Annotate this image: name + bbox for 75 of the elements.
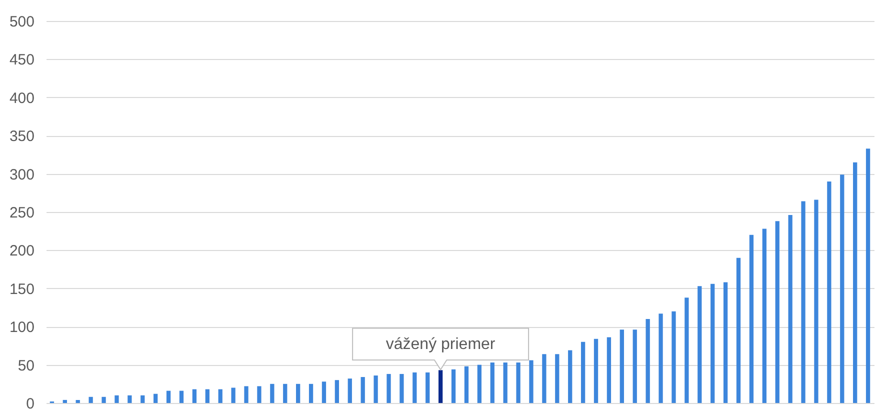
bar <box>438 370 443 403</box>
bar <box>257 386 262 403</box>
bar <box>606 337 612 403</box>
y-tick-label: 150 <box>9 280 34 298</box>
annotation: vážený priemer <box>386 336 496 354</box>
bar <box>723 282 728 403</box>
bar <box>555 354 560 403</box>
bar <box>853 162 858 403</box>
bar <box>374 375 378 403</box>
y-tick-label: 400 <box>9 90 34 107</box>
bar <box>128 395 132 403</box>
bar <box>827 181 832 403</box>
y-tick-label: 50 <box>18 357 34 374</box>
bar <box>632 330 637 403</box>
bar <box>166 390 171 403</box>
bar <box>231 388 236 403</box>
bar <box>348 378 352 403</box>
bar <box>334 380 340 403</box>
bar <box>646 318 650 403</box>
bar <box>76 400 80 403</box>
bar <box>762 228 766 403</box>
bar <box>218 389 222 403</box>
bar <box>192 389 197 403</box>
bar <box>451 369 456 403</box>
bar <box>866 148 870 403</box>
bar <box>710 284 715 403</box>
bar <box>244 386 248 403</box>
bar <box>88 396 93 403</box>
bar <box>620 330 624 403</box>
bar <box>296 384 300 403</box>
bar <box>568 350 572 403</box>
bar <box>114 395 119 403</box>
bar <box>658 314 663 403</box>
bar <box>426 372 430 403</box>
bar <box>62 400 67 403</box>
y-tick-label: 200 <box>9 242 34 260</box>
bar <box>400 374 404 403</box>
bar <box>179 390 184 403</box>
bar <box>490 362 494 403</box>
y-tick-label: 100 <box>9 319 34 336</box>
bar <box>503 362 508 403</box>
bar <box>542 354 546 403</box>
bar <box>386 374 391 403</box>
y-tick-label: 300 <box>9 166 34 184</box>
bar <box>775 221 780 403</box>
y-tick-label: 500 <box>9 14 34 30</box>
bar <box>684 298 689 403</box>
bar <box>205 389 210 403</box>
bar <box>749 234 754 403</box>
bar <box>580 342 586 403</box>
bar <box>788 215 792 403</box>
bar <box>672 311 676 403</box>
bar <box>814 200 818 403</box>
bar <box>698 286 702 403</box>
bar <box>154 394 158 403</box>
bar <box>736 258 741 403</box>
bar <box>594 338 598 403</box>
y-tick-label: 250 <box>9 204 34 222</box>
bar <box>102 396 106 403</box>
y-tick-label: 350 <box>9 128 34 146</box>
bar <box>283 384 288 403</box>
bar <box>464 366 469 403</box>
bar <box>516 362 520 403</box>
bar <box>840 174 844 403</box>
bar <box>412 372 417 403</box>
bar <box>270 384 274 403</box>
bar <box>140 395 145 403</box>
bar <box>322 382 326 403</box>
y-tick-label: 0 <box>26 396 34 412</box>
bar <box>801 201 806 403</box>
bar <box>529 360 534 403</box>
bar <box>360 377 365 403</box>
y-tick-label: 450 <box>9 52 34 69</box>
bar <box>477 364 482 403</box>
bar <box>308 384 314 403</box>
